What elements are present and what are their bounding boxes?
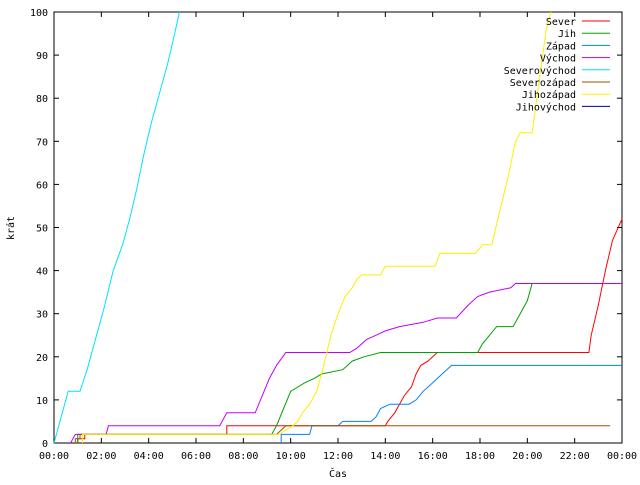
x-tick-label: 16:00 [418,451,448,462]
x-axis-label: Čas [329,467,347,480]
x-tick-label: 04:00 [134,451,164,462]
x-tick-label: 20:00 [512,451,542,462]
y-tick-label: 10 [36,396,48,407]
x-tick-label: 02:00 [86,451,116,462]
y-tick-label: 20 [36,353,48,364]
x-tick-label: 18:00 [465,451,495,462]
series-line-7 [81,11,552,443]
y-tick-label: 60 [36,180,48,191]
series-line-5 [53,11,180,444]
x-tick-label: 08:00 [228,451,258,462]
legend-label: Severovýchod [504,65,576,77]
x-tick-label: 14:00 [370,451,400,462]
y-tick-label: 0 [42,439,48,450]
legend-label: Východ [540,53,576,65]
series-line-1 [77,218,623,443]
x-tick-label: 00:00 [607,451,637,462]
legend-label: Jihovýchod [516,101,576,113]
y-tick-label: 90 [36,51,48,62]
legend-label: Západ [546,40,576,52]
y-tick-label: 50 [36,224,48,235]
x-tick-label: 10:00 [276,451,306,462]
series-line-2 [77,283,622,443]
x-tick-label: 06:00 [181,451,211,462]
y-tick-label: 100 [30,8,48,19]
y-tick-label: 40 [36,267,48,278]
series-line-4 [70,283,622,444]
legend: SeverJihZápadVýchodSeverovýchodSeverozáp… [504,17,610,113]
axes: 0 10 20 30 40 50 60 70 80 90 100 00:00 02:00 04:00 06:… [30,8,637,462]
legend-label: Sever [546,17,576,28]
y-tick-label: 30 [36,310,48,321]
x-tick-label: 12:00 [323,451,353,462]
series-line-3 [280,364,622,443]
y-tick-label: 80 [36,94,48,105]
legend-label: Jih [558,29,576,40]
x-tick-label: 00:00 [39,451,69,462]
x-tick-label: 22:00 [560,451,590,462]
legend-label: Severozápad [510,77,576,89]
y-tick-label: 70 [36,137,48,148]
legend-label: Jihozápad [522,89,576,101]
y-axis-label: krát [5,216,17,240]
series-lines [53,11,623,444]
